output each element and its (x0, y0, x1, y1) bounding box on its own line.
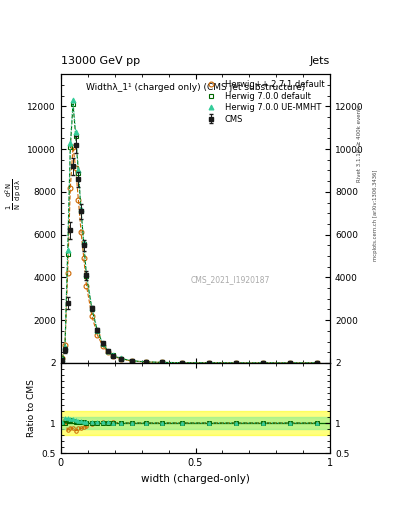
X-axis label: width (charged-only): width (charged-only) (141, 474, 250, 483)
Herwig 7.0.0 default (314, 360, 319, 366)
Herwig 7.0.0 default (81, 241, 86, 247)
Herwig++ 2.7.1 default (143, 359, 148, 365)
Herwig 7.0.0 UE-MMHT (95, 327, 99, 333)
Herwig++ 2.7.1 default (207, 360, 211, 366)
Herwig 7.0.0 UE-MMHT (84, 271, 89, 277)
Herwig++ 2.7.1 default (119, 356, 124, 362)
Herwig 7.0.0 UE-MMHT (261, 360, 265, 366)
Herwig 7.0.0 UE-MMHT (207, 360, 211, 366)
Herwig 7.0.0 UE-MMHT (100, 340, 105, 346)
Herwig 7.0.0 UE-MMHT (90, 305, 94, 311)
Herwig++ 2.7.1 default (62, 342, 67, 348)
Herwig 7.0.0 default (106, 348, 110, 354)
Herwig 7.0.0 UE-MMHT (180, 359, 184, 366)
Herwig++ 2.7.1 default (130, 358, 135, 364)
Herwig 7.0.0 UE-MMHT (287, 360, 292, 366)
Herwig 7.0.0 default (180, 359, 184, 366)
Herwig 7.0.0 default (143, 359, 148, 365)
Herwig 7.0.0 default (68, 144, 73, 150)
Herwig++ 2.7.1 default (314, 360, 319, 366)
Herwig++ 2.7.1 default (106, 349, 110, 355)
Herwig++ 2.7.1 default (90, 313, 94, 319)
Text: 13000 GeV pp: 13000 GeV pp (61, 55, 140, 66)
Text: CMS_2021_I1920187: CMS_2021_I1920187 (190, 275, 270, 284)
Herwig 7.0.0 default (119, 356, 124, 362)
Herwig 7.0.0 default (261, 360, 265, 366)
Herwig 7.0.0 default (71, 101, 75, 107)
Herwig++ 2.7.1 default (73, 165, 78, 172)
Line: Herwig 7.0.0 UE-MMHT: Herwig 7.0.0 UE-MMHT (60, 97, 319, 366)
Y-axis label: Ratio to CMS: Ratio to CMS (27, 379, 36, 437)
Herwig 7.0.0 UE-MMHT (130, 358, 135, 364)
Herwig 7.0.0 default (207, 360, 211, 366)
Herwig++ 2.7.1 default (71, 144, 75, 150)
Herwig 7.0.0 UE-MMHT (111, 352, 116, 358)
Herwig 7.0.0 UE-MMHT (60, 356, 64, 362)
Herwig 7.0.0 UE-MMHT (119, 355, 124, 361)
Herwig 7.0.0 default (79, 208, 83, 214)
Herwig 7.0.0 UE-MMHT (160, 359, 164, 366)
Herwig++ 2.7.1 default (95, 332, 99, 338)
Text: Rivet 3.1.10, ≥ 400k events: Rivet 3.1.10, ≥ 400k events (357, 105, 362, 182)
Herwig 7.0.0 default (60, 356, 64, 362)
Herwig 7.0.0 default (73, 133, 78, 139)
Herwig++ 2.7.1 default (233, 360, 238, 366)
Line: Herwig++ 2.7.1 default: Herwig++ 2.7.1 default (60, 144, 319, 366)
Herwig 7.0.0 UE-MMHT (106, 348, 110, 354)
Herwig 7.0.0 UE-MMHT (65, 246, 70, 252)
Herwig 7.0.0 default (233, 360, 238, 366)
Herwig 7.0.0 default (111, 352, 116, 358)
Herwig++ 2.7.1 default (287, 360, 292, 366)
Herwig 7.0.0 UE-MMHT (81, 239, 86, 245)
Herwig 7.0.0 default (76, 169, 81, 176)
Herwig 7.0.0 default (287, 360, 292, 366)
Herwig 7.0.0 default (65, 251, 70, 257)
Herwig 7.0.0 default (95, 328, 99, 334)
Herwig++ 2.7.1 default (111, 353, 116, 359)
Herwig 7.0.0 default (100, 340, 105, 347)
Herwig 7.0.0 UE-MMHT (79, 206, 83, 212)
Herwig 7.0.0 default (62, 346, 67, 352)
Herwig 7.0.0 UE-MMHT (314, 360, 319, 366)
Herwig 7.0.0 UE-MMHT (62, 344, 67, 350)
Herwig++ 2.7.1 default (160, 359, 164, 366)
Herwig 7.0.0 default (130, 358, 135, 364)
Herwig 7.0.0 default (90, 306, 94, 312)
Herwig 7.0.0 UE-MMHT (73, 129, 78, 135)
Herwig 7.0.0 UE-MMHT (233, 360, 238, 366)
Herwig++ 2.7.1 default (180, 359, 184, 366)
Herwig++ 2.7.1 default (81, 255, 86, 261)
Herwig++ 2.7.1 default (65, 270, 70, 276)
Herwig++ 2.7.1 default (84, 283, 89, 289)
Herwig++ 2.7.1 default (60, 355, 64, 361)
Herwig 7.0.0 default (160, 359, 164, 366)
Herwig++ 2.7.1 default (68, 184, 73, 190)
Herwig 7.0.0 UE-MMHT (71, 97, 75, 103)
Legend: Herwig++ 2.7.1 default, Herwig 7.0.0 default, Herwig 7.0.0 UE-MMHT, CMS: Herwig++ 2.7.1 default, Herwig 7.0.0 def… (199, 78, 326, 125)
Herwig++ 2.7.1 default (76, 197, 81, 203)
Text: $\frac{1}{\rm N}\ \frac{d^2N}{d\,p\,d\,\lambda}$: $\frac{1}{\rm N}\ \frac{d^2N}{d\,p\,d\,\… (4, 179, 24, 210)
Herwig 7.0.0 UE-MMHT (143, 359, 148, 365)
Herwig++ 2.7.1 default (100, 343, 105, 349)
Herwig 7.0.0 default (84, 273, 89, 280)
Herwig++ 2.7.1 default (261, 360, 265, 366)
Text: mcplots.cern.ch [arXiv:1306.3436]: mcplots.cern.ch [arXiv:1306.3436] (373, 169, 378, 261)
Text: Jets: Jets (310, 55, 330, 66)
Text: Widthλ_1¹ (charged only) (CMS jet substructure): Widthλ_1¹ (charged only) (CMS jet substr… (86, 83, 305, 92)
Herwig++ 2.7.1 default (79, 229, 83, 236)
Line: Herwig 7.0.0 default: Herwig 7.0.0 default (60, 102, 319, 366)
Herwig 7.0.0 UE-MMHT (68, 140, 73, 146)
Herwig 7.0.0 UE-MMHT (76, 167, 81, 174)
